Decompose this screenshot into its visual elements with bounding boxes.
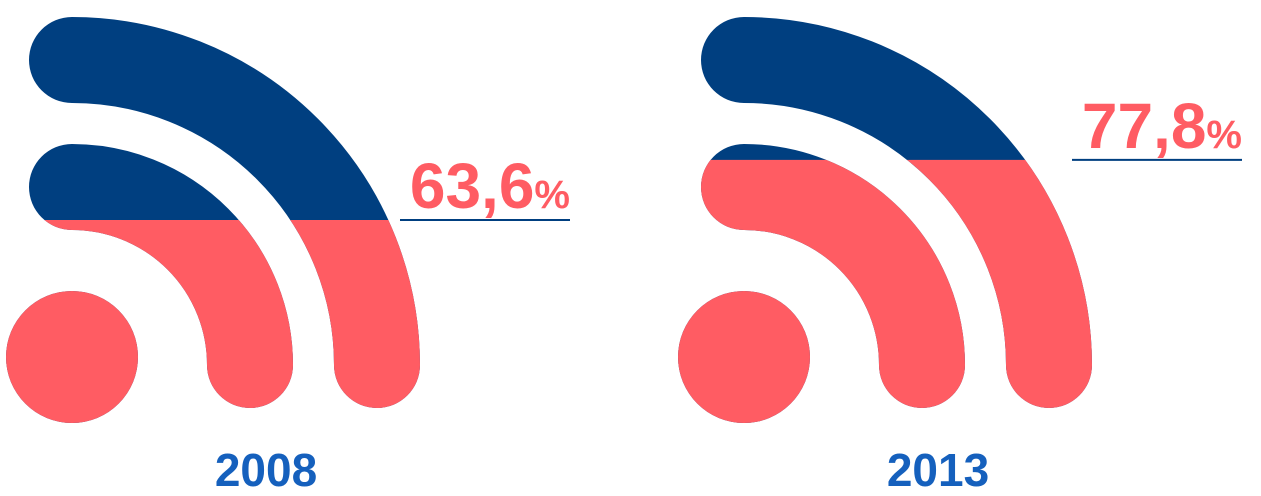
value-label: 77,8% [1082, 90, 1242, 162]
dot [6, 291, 138, 423]
inner-arc [44, 219, 293, 408]
outer-arc [906, 159, 1092, 408]
value-number: 77,8 [1082, 90, 1207, 162]
inner-arc [701, 159, 965, 408]
category-label: 2008 [215, 444, 317, 496]
dot [678, 291, 810, 423]
outer-arc [290, 219, 420, 408]
value-unit: % [534, 173, 570, 217]
icon-fill [6, 219, 420, 423]
icon-fill [678, 159, 1092, 423]
value-unit: % [1206, 113, 1242, 157]
value-number: 63,6 [410, 150, 535, 222]
category-label: 2013 [887, 444, 989, 496]
value-label: 63,6% [410, 150, 570, 222]
